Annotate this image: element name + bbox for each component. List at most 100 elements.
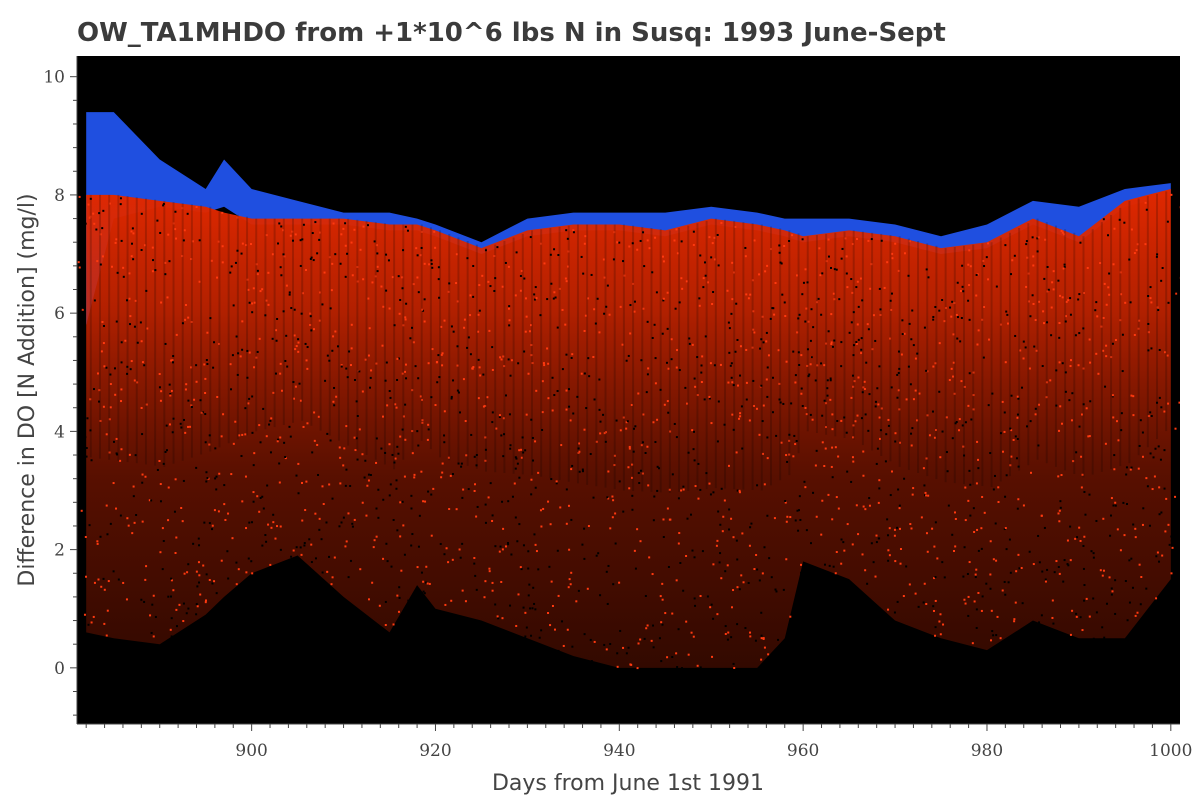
data-point — [351, 525, 354, 528]
data-point — [1046, 290, 1049, 293]
data-point — [1168, 543, 1171, 546]
data-point — [471, 367, 474, 370]
data-point — [736, 558, 739, 561]
data-point — [702, 286, 705, 289]
data-point — [642, 413, 645, 416]
data-point — [1134, 536, 1137, 539]
data-point — [411, 533, 414, 536]
data-point — [112, 440, 115, 443]
data-point — [508, 305, 511, 308]
data-point — [1003, 430, 1006, 433]
data-point — [213, 580, 216, 583]
data-point — [745, 348, 748, 351]
data-point — [444, 603, 447, 606]
data-point — [1114, 579, 1117, 582]
data-point — [450, 599, 453, 602]
data-point — [753, 331, 756, 334]
data-point — [510, 553, 513, 556]
data-point — [84, 436, 87, 439]
data-point — [500, 580, 503, 583]
data-point — [107, 580, 110, 583]
data-point — [396, 529, 399, 532]
data-point — [1008, 538, 1011, 541]
data-point — [831, 345, 834, 348]
data-point — [283, 441, 286, 444]
data-point — [149, 614, 152, 617]
data-point — [905, 398, 908, 401]
data-point — [126, 372, 129, 375]
data-point — [164, 342, 167, 345]
data-point — [675, 228, 678, 231]
data-point — [133, 521, 136, 524]
data-point — [887, 418, 890, 421]
data-point — [338, 446, 341, 449]
data-point — [261, 544, 264, 547]
data-point — [1173, 549, 1176, 552]
data-point — [1006, 313, 1009, 316]
data-point — [983, 306, 986, 309]
data-point — [1001, 589, 1004, 592]
data-point — [395, 479, 398, 482]
data-point — [1015, 570, 1018, 573]
data-point — [102, 342, 105, 345]
data-point — [853, 380, 856, 383]
data-point — [236, 373, 239, 376]
data-point — [633, 549, 636, 552]
data-point — [347, 512, 350, 515]
data-point — [290, 307, 293, 310]
data-point — [1102, 316, 1105, 319]
data-point — [251, 302, 254, 305]
data-point — [455, 253, 458, 256]
data-point — [972, 394, 975, 397]
data-point — [304, 509, 307, 512]
data-point — [653, 495, 656, 498]
data-point — [609, 527, 612, 530]
data-point — [443, 434, 446, 437]
data-point — [887, 559, 890, 562]
data-point — [175, 536, 178, 539]
data-point — [472, 264, 475, 267]
data-point — [652, 624, 655, 627]
data-point — [394, 457, 397, 460]
data-point — [297, 341, 300, 344]
data-point — [447, 561, 450, 564]
data-point — [696, 394, 699, 397]
data-point — [983, 511, 986, 514]
data-point — [645, 391, 648, 394]
data-point — [1174, 564, 1177, 567]
data-point — [851, 243, 854, 246]
y-axis-label: Difference in DO [N Addition] (mg/l) — [15, 193, 40, 586]
data-point — [729, 364, 732, 367]
data-point — [1034, 407, 1037, 410]
data-point — [716, 539, 719, 542]
data-point — [439, 542, 442, 545]
y-tick-label: 0 — [54, 659, 65, 679]
data-point — [558, 287, 561, 290]
data-point — [396, 378, 399, 381]
data-point — [939, 456, 942, 459]
data-point — [1069, 633, 1072, 636]
data-point — [1011, 259, 1014, 262]
data-point — [736, 384, 739, 387]
data-point — [784, 500, 787, 503]
data-point — [1053, 571, 1056, 574]
data-point — [911, 309, 914, 312]
data-point — [1125, 473, 1128, 476]
data-point — [530, 324, 533, 327]
data-point — [1057, 565, 1060, 568]
data-point — [395, 406, 398, 409]
data-point — [494, 545, 497, 548]
data-point — [204, 377, 207, 380]
data-point — [1067, 299, 1070, 302]
data-point — [80, 212, 83, 215]
data-point — [712, 617, 715, 620]
data-point — [355, 437, 358, 440]
data-point — [77, 416, 80, 419]
data-point — [272, 521, 275, 524]
data-point — [167, 233, 170, 236]
data-point — [388, 307, 391, 310]
data-point — [305, 359, 308, 362]
data-point — [279, 548, 282, 551]
data-point — [689, 513, 692, 516]
data-point — [404, 438, 407, 441]
